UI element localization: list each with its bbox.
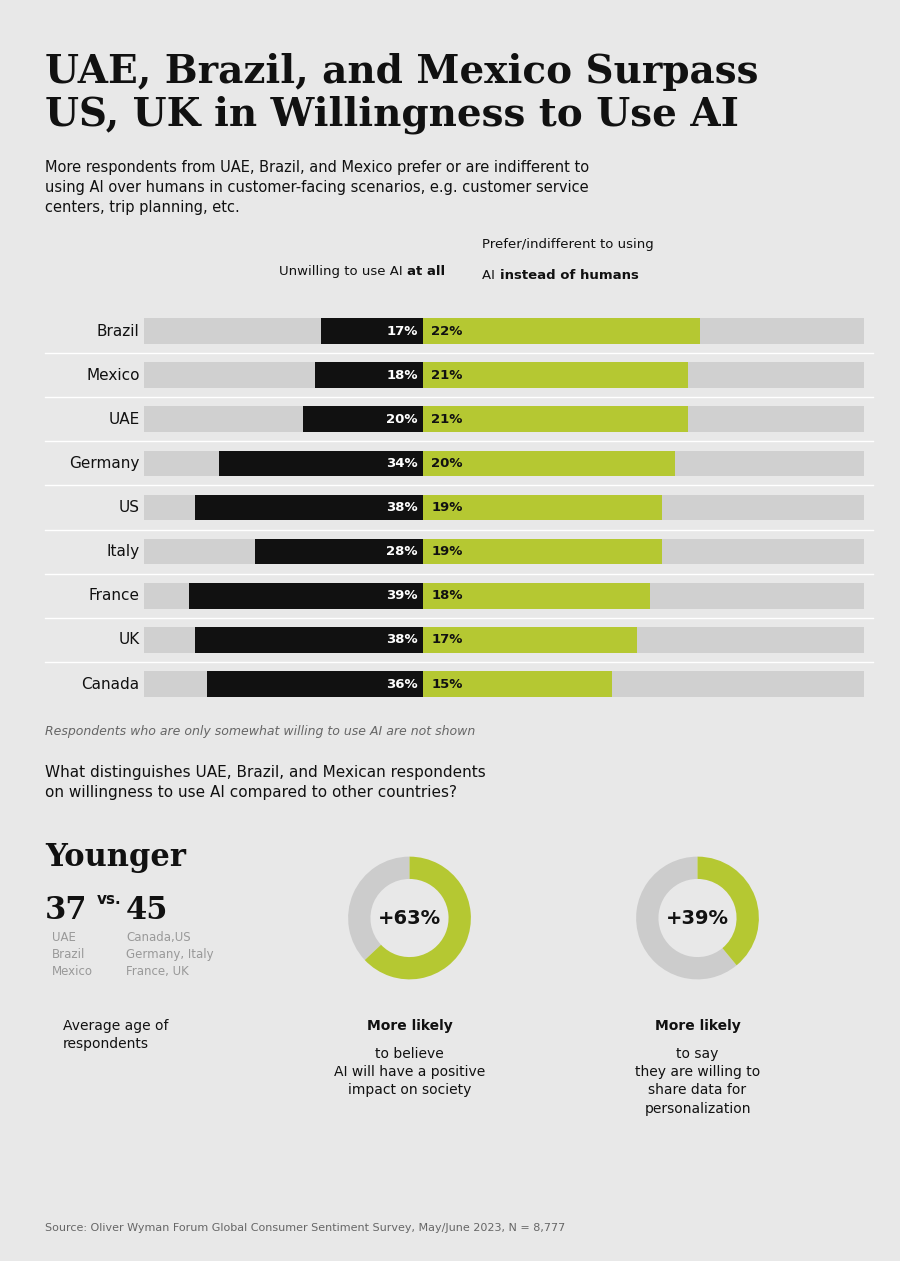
Wedge shape <box>364 856 471 980</box>
Text: 36%: 36% <box>386 677 418 691</box>
Text: France: France <box>88 589 140 603</box>
Wedge shape <box>698 856 759 966</box>
Text: AI: AI <box>482 269 499 281</box>
Text: +39%: +39% <box>666 908 729 928</box>
Text: Mexico: Mexico <box>86 368 140 382</box>
Text: Canada,US
Germany, Italy
France, UK: Canada,US Germany, Italy France, UK <box>126 931 213 977</box>
Text: 21%: 21% <box>431 412 463 426</box>
Text: vs.: vs. <box>97 892 122 907</box>
Text: US: US <box>119 501 140 514</box>
Text: Prefer/indifferent to using: Prefer/indifferent to using <box>482 238 653 251</box>
FancyBboxPatch shape <box>423 362 688 388</box>
FancyBboxPatch shape <box>207 671 423 697</box>
FancyBboxPatch shape <box>144 538 864 565</box>
FancyBboxPatch shape <box>423 406 688 433</box>
FancyBboxPatch shape <box>219 450 423 477</box>
FancyBboxPatch shape <box>144 494 864 521</box>
Text: 28%: 28% <box>386 545 418 559</box>
Text: to believe
AI will have a positive
impact on society: to believe AI will have a positive impac… <box>334 1047 485 1097</box>
Text: 17%: 17% <box>431 633 463 647</box>
Text: to say
they are willing to
share data for
personalization: to say they are willing to share data fo… <box>634 1047 760 1116</box>
Text: 21%: 21% <box>431 368 463 382</box>
Text: 22%: 22% <box>431 324 463 338</box>
Text: +63%: +63% <box>378 908 441 928</box>
FancyBboxPatch shape <box>195 627 423 653</box>
Text: 17%: 17% <box>386 324 418 338</box>
Text: 19%: 19% <box>431 545 463 559</box>
FancyBboxPatch shape <box>195 494 423 521</box>
Wedge shape <box>636 856 736 980</box>
FancyBboxPatch shape <box>144 671 864 697</box>
Text: UAE: UAE <box>108 412 140 426</box>
FancyBboxPatch shape <box>423 318 700 344</box>
FancyBboxPatch shape <box>423 494 662 521</box>
Text: Germany: Germany <box>69 456 140 470</box>
Text: Italy: Italy <box>106 545 140 559</box>
Text: More likely: More likely <box>654 1019 741 1033</box>
Text: 15%: 15% <box>431 677 463 691</box>
Text: Younger: Younger <box>45 842 186 874</box>
Text: More respondents from UAE, Brazil, and Mexico prefer or are indifferent to
using: More respondents from UAE, Brazil, and M… <box>45 160 590 214</box>
Text: at all: at all <box>407 265 445 277</box>
Text: UAE
Brazil
Mexico: UAE Brazil Mexico <box>52 931 94 977</box>
Text: More likely: More likely <box>366 1019 453 1033</box>
Text: 37: 37 <box>45 895 87 927</box>
Text: 20%: 20% <box>386 412 418 426</box>
FancyBboxPatch shape <box>423 671 612 697</box>
Text: 45: 45 <box>126 895 168 927</box>
Text: Unwilling to use AI: Unwilling to use AI <box>279 265 407 277</box>
Text: 18%: 18% <box>386 368 418 382</box>
Text: instead of humans: instead of humans <box>500 269 639 281</box>
Text: 38%: 38% <box>386 633 418 647</box>
FancyBboxPatch shape <box>144 406 864 433</box>
FancyBboxPatch shape <box>423 450 675 477</box>
Text: 18%: 18% <box>431 589 463 603</box>
FancyBboxPatch shape <box>423 538 662 565</box>
FancyBboxPatch shape <box>144 318 864 344</box>
FancyBboxPatch shape <box>303 406 423 433</box>
Text: Respondents who are only somewhat willing to use AI are not shown: Respondents who are only somewhat willin… <box>45 725 475 738</box>
Text: Source: Oliver Wyman Forum Global Consumer Sentiment Survey, May/June 2023, N = : Source: Oliver Wyman Forum Global Consum… <box>45 1223 565 1233</box>
FancyBboxPatch shape <box>321 318 423 344</box>
Text: What distinguishes UAE, Brazil, and Mexican respondents
on willingness to use AI: What distinguishes UAE, Brazil, and Mexi… <box>45 765 486 801</box>
FancyBboxPatch shape <box>144 627 864 653</box>
Text: 39%: 39% <box>386 589 418 603</box>
FancyBboxPatch shape <box>189 583 423 609</box>
FancyBboxPatch shape <box>144 583 864 609</box>
Text: 20%: 20% <box>431 456 463 470</box>
Text: Average age of
respondents: Average age of respondents <box>63 1019 168 1052</box>
Text: UK: UK <box>118 633 140 647</box>
FancyBboxPatch shape <box>144 450 864 477</box>
Text: Brazil: Brazil <box>97 324 140 338</box>
Wedge shape <box>348 856 410 960</box>
FancyBboxPatch shape <box>144 362 864 388</box>
FancyBboxPatch shape <box>423 627 637 653</box>
Text: 38%: 38% <box>386 501 418 514</box>
Text: Canada: Canada <box>81 677 140 691</box>
Text: 34%: 34% <box>386 456 418 470</box>
FancyBboxPatch shape <box>315 362 423 388</box>
Text: UAE, Brazil, and Mexico Surpass
US, UK in Willingness to Use AI: UAE, Brazil, and Mexico Surpass US, UK i… <box>45 53 759 134</box>
FancyBboxPatch shape <box>255 538 423 565</box>
FancyBboxPatch shape <box>423 583 650 609</box>
Text: 19%: 19% <box>431 501 463 514</box>
